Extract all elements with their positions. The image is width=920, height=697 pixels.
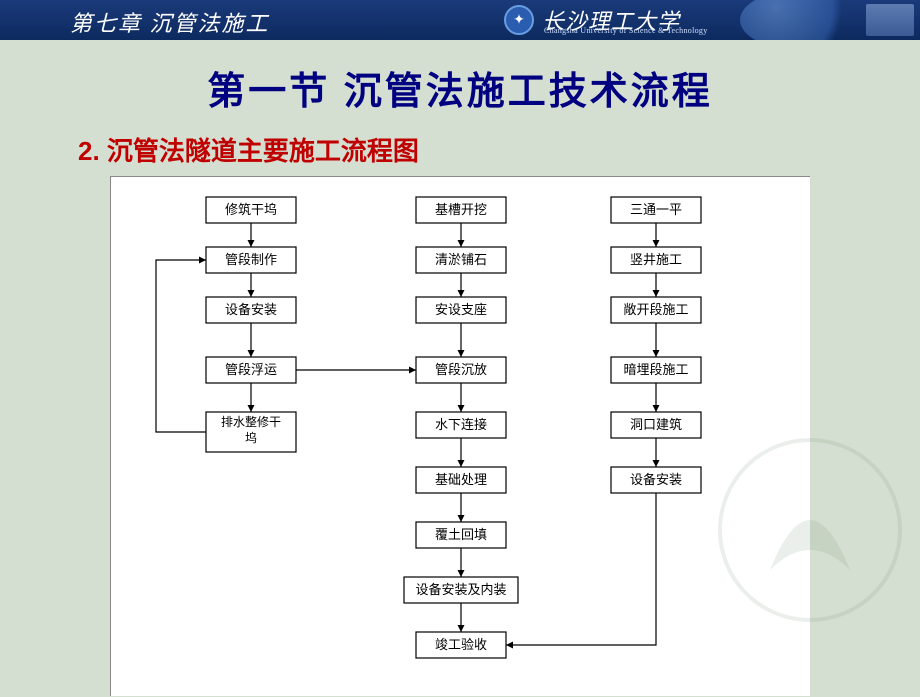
flow-node-label-A4: 管段浮运 [225,362,277,377]
chapter-title: 第七章 沉管法施工 [0,0,500,40]
flow-node-label-A5-1: 排水整修干 [221,414,281,429]
section-title: 2. 沉管法隧道主要施工流程图 [78,131,920,168]
flowchart-container: 修筑干坞管段制作设备安装管段浮运排水整修干坞基槽开挖清淤铺石安设支座管段沉放水下… [110,176,810,696]
flow-node-label-B6: 基础处理 [435,472,487,487]
flow-node-label-B2: 清淤铺石 [435,252,487,267]
slide-title: 第一节 沉管法施工技术流程 [0,60,920,115]
flow-node-label-B3: 安设支座 [435,302,487,317]
flow-node-label-B7: 覆土回填 [435,527,487,542]
flow-node-label-C4: 暗埋段施工 [623,362,688,377]
university-logo-icon: ✦ [504,5,534,35]
flow-node-label-B9: 竣工验收 [435,637,487,652]
flow-node-label-B5: 水下连接 [435,417,487,432]
university-name-en: Changsha University of Science & Technol… [544,26,708,35]
flow-node-label-C2: 竖井施工 [630,252,682,267]
flow-node-label-B8: 设备安装及内装 [415,582,506,597]
header-right: ✦ 长沙理工大学 Changsha University of Science … [500,0,920,40]
header-bar: 第七章 沉管法施工 ✦ 长沙理工大学 Changsha University o… [0,0,920,40]
globe-decoration [740,0,860,40]
building-decoration [866,4,914,36]
flow-node-label-A2: 管段制作 [225,252,277,267]
flow-node-label-A5-2: 坞 [245,430,257,445]
flow-node-label-C1: 三通一平 [630,202,682,217]
flow-node-label-A3: 设备安装 [225,302,277,317]
flowchart-svg: 修筑干坞管段制作设备安装管段浮运排水整修干坞基槽开挖清淤铺石安设支座管段沉放水下… [111,177,811,697]
flow-node-label-C5: 洞口建筑 [630,417,682,432]
flow-node-label-C6: 设备安装 [630,472,682,487]
flow-node-label-B4: 管段沉放 [435,362,487,377]
flow-node-label-C3: 敞开段施工 [623,302,688,317]
flow-node-label-A1: 修筑干坞 [225,202,277,217]
flow-node-label-B1: 基槽开挖 [435,202,487,217]
